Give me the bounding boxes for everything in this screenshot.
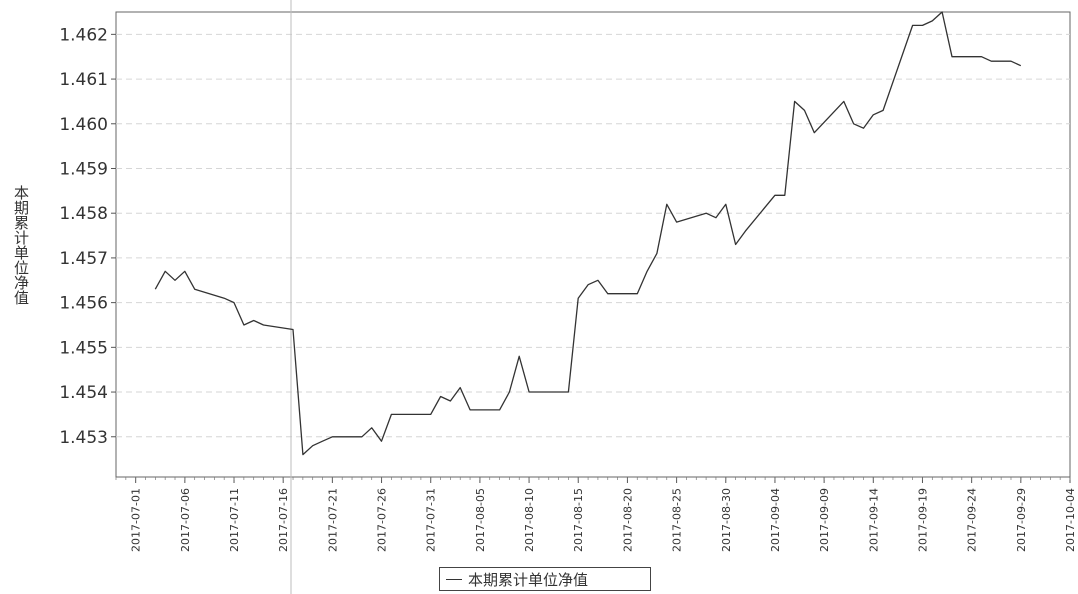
x-tick-label: 2017-08-10 — [523, 488, 536, 552]
x-tick-label: 2017-07-31 — [425, 488, 438, 552]
x-tick-label: 2017-10-04 — [1064, 488, 1077, 552]
x-tick-label: 2017-07-21 — [326, 488, 339, 552]
y-tick-label: 1.459 — [59, 159, 108, 179]
x-tick-label: 2017-09-24 — [966, 488, 979, 552]
x-tick-label: 2017-07-16 — [277, 488, 290, 552]
x-tick-label: 2017-09-14 — [867, 488, 880, 552]
x-tick-label: 2017-08-25 — [671, 488, 684, 552]
x-tick-label: 2017-09-04 — [769, 488, 782, 552]
x-tick-label: 2017-08-05 — [474, 488, 487, 552]
x-tick-label: 2017-08-15 — [572, 488, 585, 552]
legend-line-swatch — [446, 578, 462, 580]
x-tick-label: 2017-07-26 — [376, 488, 389, 552]
series-line — [154, 11, 1022, 456]
y-tick-label: 1.455 — [59, 338, 108, 358]
x-tick-label: 2017-07-11 — [228, 488, 241, 552]
legend: 本期累计单位净值 — [439, 567, 651, 591]
legend-label: 本期累计单位净值 — [468, 570, 589, 589]
y-tick-label: 1.462 — [59, 25, 108, 45]
x-tick-label: 2017-09-19 — [916, 488, 929, 552]
y-axis-label: 本期累计单位净值 — [12, 185, 30, 305]
x-axis: 2017-07-01 2017-07-06 2017-07-11 2017-07-16… — [115, 477, 1077, 552]
plot-area — [115, 11, 1071, 478]
x-tick-label: 2017-09-09 — [818, 488, 831, 552]
x-tick-label: 2017-08-30 — [720, 488, 733, 552]
x-tick-label: 2017-08-20 — [621, 488, 634, 552]
y-tick-label: 1.457 — [59, 249, 108, 269]
x-tick-label: 2017-07-06 — [179, 488, 192, 552]
grid-lines — [116, 33, 1070, 438]
x-tick-label: 2017-07-01 — [130, 488, 143, 552]
y-tick-label: 1.460 — [59, 115, 108, 135]
y-axis: 1.453 1.454 1.455 1.456 1.457 1.458 1.459 1.460… — [59, 25, 116, 448]
series-lines — [154, 11, 1022, 456]
x-tick-label: 2017-09-29 — [1015, 488, 1028, 552]
y-tick-label: 1.454 — [59, 383, 108, 403]
y-tick-label: 1.461 — [59, 70, 108, 90]
y-tick-label: 1.458 — [59, 204, 108, 224]
y-tick-label: 1.453 — [59, 428, 108, 448]
y-tick-label: 1.456 — [59, 294, 108, 314]
